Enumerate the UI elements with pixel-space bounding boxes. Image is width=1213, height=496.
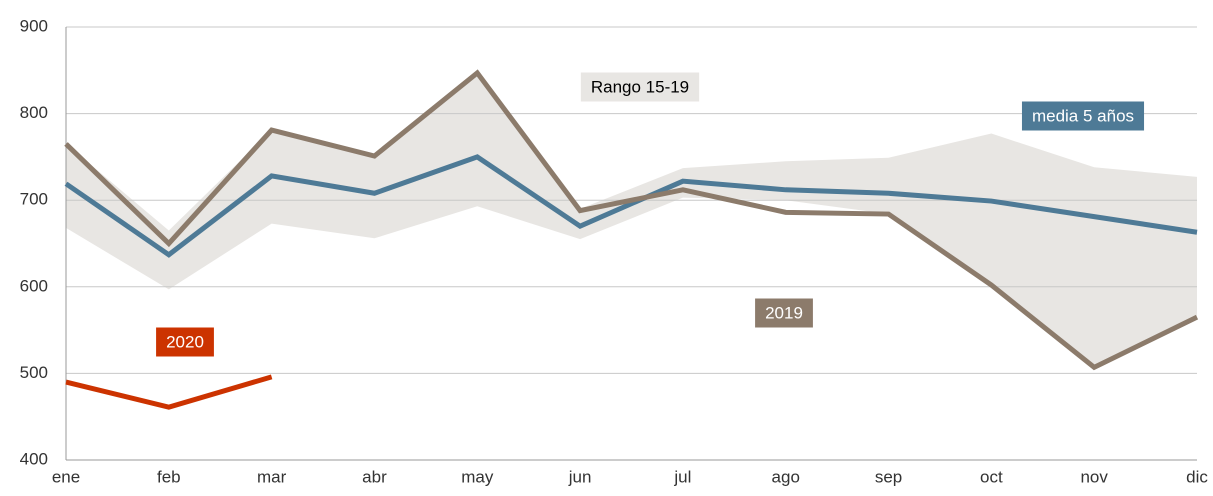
series-line — [64, 69, 1199, 371]
x-tick-label: feb — [157, 467, 181, 486]
y-tick-label: 400 — [20, 449, 48, 468]
series-label: 2020 — [156, 327, 214, 357]
range-label: Rango 15-19 — [580, 72, 700, 102]
x-tick-label: dic — [1186, 467, 1208, 486]
series-label: media 5 años — [1021, 101, 1145, 131]
label-box — [755, 298, 813, 328]
y-tick-label: 500 — [20, 363, 48, 382]
series-line — [64, 154, 1198, 258]
range-area — [66, 72, 1197, 368]
y-tick-label: 800 — [20, 103, 48, 122]
label-box — [156, 327, 214, 357]
x-tick-label: abr — [362, 467, 387, 486]
x-tick-label: oct — [980, 467, 1003, 486]
series-line — [65, 374, 273, 410]
x-tick-label: may — [461, 467, 494, 486]
label-text: 2019 — [765, 303, 803, 322]
x-tick-label: ene — [52, 467, 80, 486]
label-box — [580, 72, 700, 102]
y-tick-label: 700 — [20, 190, 48, 209]
x-tick-label: ago — [772, 467, 800, 486]
x-tick-label: nov — [1080, 467, 1108, 486]
y-tick-label: 900 — [20, 16, 48, 35]
series-label: 2019 — [755, 298, 813, 328]
x-tick-label: jul — [673, 467, 691, 486]
label-box — [1021, 101, 1145, 131]
label-text: 2020 — [166, 332, 204, 351]
x-tick-label: mar — [257, 467, 287, 486]
y-tick-label: 600 — [20, 276, 48, 295]
label-text: media 5 años — [1032, 106, 1134, 125]
x-tick-label: jun — [568, 467, 592, 486]
label-text: Rango 15-19 — [591, 77, 689, 96]
x-tick-label: sep — [875, 467, 902, 486]
